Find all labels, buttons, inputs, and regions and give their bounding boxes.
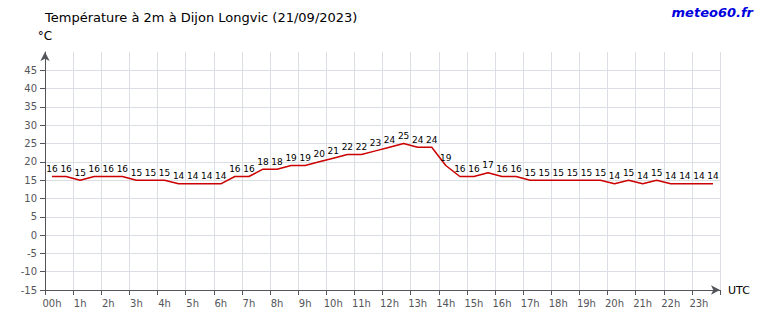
svg-text:16: 16 — [46, 164, 58, 174]
svg-text:14: 14 — [187, 171, 199, 181]
svg-text:0: 0 — [31, 230, 37, 241]
svg-text:23h: 23h — [689, 298, 708, 309]
svg-text:14: 14 — [215, 171, 227, 181]
svg-text:14: 14 — [609, 171, 621, 181]
svg-text:14: 14 — [665, 171, 677, 181]
svg-text:18: 18 — [271, 157, 283, 167]
svg-text:2h: 2h — [102, 298, 115, 309]
svg-text:16: 16 — [243, 164, 255, 174]
svg-text:10: 10 — [24, 193, 37, 204]
svg-text:14h: 14h — [436, 298, 455, 309]
svg-text:14: 14 — [201, 171, 213, 181]
svg-text:15: 15 — [74, 168, 85, 178]
svg-text:13h: 13h — [408, 298, 427, 309]
svg-text:14: 14 — [637, 171, 649, 181]
svg-text:40: 40 — [24, 83, 37, 94]
svg-text:15: 15 — [24, 175, 37, 186]
svg-text:15: 15 — [651, 168, 662, 178]
svg-text:12h: 12h — [380, 298, 399, 309]
svg-text:20: 20 — [24, 156, 37, 167]
svg-text:UTC: UTC — [728, 284, 750, 297]
svg-text:16: 16 — [229, 164, 241, 174]
svg-text:15: 15 — [553, 168, 564, 178]
svg-text:20h: 20h — [605, 298, 624, 309]
svg-text:19: 19 — [285, 153, 297, 163]
svg-text:10h: 10h — [324, 298, 343, 309]
svg-text:16: 16 — [468, 164, 480, 174]
svg-text:6h: 6h — [214, 298, 227, 309]
svg-text:15: 15 — [595, 168, 606, 178]
svg-text:16: 16 — [60, 164, 72, 174]
svg-text:30: 30 — [24, 120, 37, 131]
svg-text:25: 25 — [24, 138, 37, 149]
svg-text:19: 19 — [299, 153, 311, 163]
svg-text:meteo60.fr: meteo60.fr — [672, 5, 755, 20]
svg-text:11h: 11h — [352, 298, 371, 309]
svg-text:3h: 3h — [130, 298, 143, 309]
svg-text:1h: 1h — [74, 298, 87, 309]
svg-text:-5: -5 — [27, 248, 37, 259]
svg-text:17: 17 — [482, 160, 493, 170]
svg-text:7h: 7h — [243, 298, 256, 309]
svg-text:16: 16 — [117, 164, 129, 174]
svg-text:18: 18 — [257, 157, 269, 167]
svg-text:22h: 22h — [661, 298, 680, 309]
svg-text:24: 24 — [426, 135, 438, 145]
svg-text:16: 16 — [510, 164, 522, 174]
svg-text:35: 35 — [24, 101, 37, 112]
svg-text:18h: 18h — [549, 298, 568, 309]
svg-text:15: 15 — [538, 168, 549, 178]
svg-text:23: 23 — [370, 138, 381, 148]
svg-text:9h: 9h — [299, 298, 312, 309]
svg-text:14: 14 — [693, 171, 705, 181]
svg-text:4h: 4h — [158, 298, 171, 309]
svg-text:19h: 19h — [577, 298, 596, 309]
svg-text:15: 15 — [159, 168, 170, 178]
svg-text:25: 25 — [398, 131, 409, 141]
svg-text:17h: 17h — [521, 298, 540, 309]
svg-text:15: 15 — [581, 168, 592, 178]
svg-text:14: 14 — [679, 171, 691, 181]
svg-text:16: 16 — [103, 164, 115, 174]
svg-text:22: 22 — [342, 142, 353, 152]
svg-text:-10: -10 — [21, 266, 37, 277]
svg-text:8h: 8h — [271, 298, 284, 309]
svg-text:Température à 2m à Dijon Longv: Température à 2m à Dijon Longvic (21/09/… — [44, 10, 357, 25]
svg-text:14: 14 — [707, 171, 719, 181]
svg-text:5: 5 — [31, 211, 37, 222]
svg-text:45: 45 — [24, 65, 37, 76]
svg-text:00h: 00h — [43, 298, 62, 309]
svg-text:19: 19 — [440, 153, 452, 163]
svg-text:20: 20 — [313, 149, 325, 159]
svg-text:-15: -15 — [21, 285, 37, 296]
svg-text:16: 16 — [496, 164, 508, 174]
svg-text:15: 15 — [567, 168, 578, 178]
svg-text:24: 24 — [412, 135, 424, 145]
svg-text:15: 15 — [145, 168, 156, 178]
svg-text:15: 15 — [524, 168, 535, 178]
svg-text:15h: 15h — [464, 298, 483, 309]
svg-text:°C: °C — [38, 29, 52, 43]
svg-text:22: 22 — [356, 142, 367, 152]
svg-text:16: 16 — [454, 164, 466, 174]
svg-text:16: 16 — [88, 164, 100, 174]
svg-text:16h: 16h — [493, 298, 512, 309]
svg-text:5h: 5h — [186, 298, 199, 309]
svg-text:21h: 21h — [633, 298, 652, 309]
svg-text:24: 24 — [384, 135, 396, 145]
svg-text:14: 14 — [173, 171, 185, 181]
svg-text:15: 15 — [131, 168, 142, 178]
svg-text:15: 15 — [623, 168, 634, 178]
svg-text:21: 21 — [328, 146, 339, 156]
